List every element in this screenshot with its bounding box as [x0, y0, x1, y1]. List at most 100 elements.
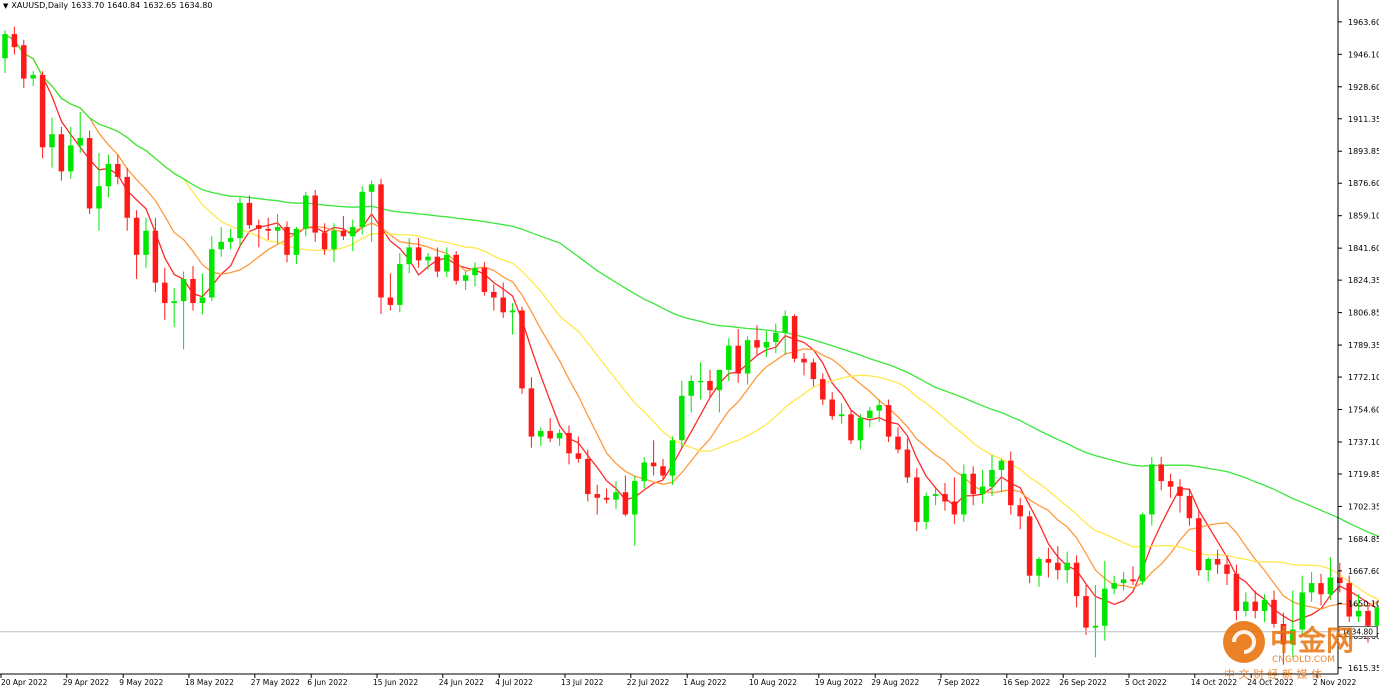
y-tick-label: 1737.10 [1348, 438, 1379, 447]
candle [2, 30, 8, 74]
candle-body [453, 254, 459, 281]
candle-body [237, 202, 243, 239]
candle [632, 475, 638, 547]
candle [613, 481, 619, 509]
collapse-triangle-icon[interactable]: ▼ [3, 1, 9, 10]
y-tick-label: 1841.60 [1348, 244, 1379, 253]
x-tick-label: 16 Sep 2022 [1003, 678, 1051, 687]
candle-body [77, 137, 83, 146]
candle-body [575, 453, 582, 459]
candle [801, 353, 807, 376]
candle-body [180, 278, 187, 302]
candle [1308, 571, 1315, 602]
candle-body [876, 405, 882, 411]
candle [425, 252, 431, 270]
y-tick-label: 1859.10 [1348, 212, 1379, 221]
candle [942, 482, 948, 511]
x-tick-label: 24 Oct 2022 [1247, 678, 1294, 687]
candle [848, 410, 854, 445]
candle [1261, 594, 1268, 623]
x-tick-label: 29 Aug 2022 [871, 678, 919, 687]
candle [782, 310, 788, 355]
candle [641, 456, 647, 489]
candle-body [519, 310, 525, 389]
candle-body [829, 399, 835, 417]
y-tick-label: 1928.60 [1348, 83, 1379, 92]
candle-body [932, 494, 939, 496]
candle-body [425, 256, 431, 261]
candle-body [1149, 464, 1155, 515]
candle [1026, 510, 1033, 584]
x-tick-label: 29 Apr 2022 [63, 678, 110, 687]
candle-body [124, 176, 130, 218]
watermark-slogan: 中 文 财 经 新 媒 体 [1224, 667, 1322, 681]
candle-body [96, 186, 102, 209]
candle [1120, 571, 1127, 591]
candle-body [1261, 599, 1268, 611]
candle-body [650, 462, 657, 467]
chart-title: ▼ XAUUSD,Daily 1633.70 1640.84 1632.65 1… [3, 1, 212, 10]
candle [509, 303, 516, 335]
candle [350, 219, 356, 252]
candle [979, 469, 986, 504]
x-tick-label: 14 Oct 2022 [1191, 678, 1238, 687]
candle [1045, 547, 1052, 578]
candle-body [58, 134, 65, 172]
candle-body [867, 410, 873, 419]
candle-body [707, 380, 713, 391]
y-tick-label: 1806.85 [1348, 309, 1379, 318]
candle [209, 236, 215, 302]
candle-body [632, 481, 638, 515]
candle-body [68, 145, 74, 172]
candle-body [1196, 518, 1202, 571]
y-tick-label: 1684.85 [1348, 535, 1379, 544]
y-tick-label: 1946.10 [1348, 50, 1379, 59]
candle-body [1290, 629, 1296, 645]
candle [143, 217, 149, 268]
candle [1139, 512, 1146, 585]
candle [237, 197, 243, 246]
candle [528, 377, 535, 448]
candle-body [162, 282, 168, 304]
candle [199, 273, 206, 315]
candle-body [2, 34, 8, 59]
candle [923, 492, 929, 530]
candle [726, 338, 732, 381]
candle [21, 39, 27, 88]
x-tick-label: 5 Oct 2022 [1125, 678, 1167, 687]
candle-body [1308, 583, 1315, 593]
candle [1092, 584, 1099, 658]
x-tick-label: 7 Sep 2022 [937, 678, 980, 687]
candle-body [274, 227, 281, 231]
candle-body [735, 345, 741, 374]
x-tick-label: 22 Jul 2022 [627, 678, 670, 687]
candle [1073, 555, 1080, 608]
candle-body [444, 254, 450, 272]
candle [547, 418, 553, 443]
candle-body [538, 431, 544, 437]
candle [359, 186, 365, 235]
candle-body [820, 379, 826, 400]
candle-body [509, 310, 516, 313]
candle-body [472, 267, 478, 276]
candle [39, 71, 46, 159]
x-tick-label: 4 Jul 2022 [495, 678, 533, 687]
y-tick-label: 1893.85 [1348, 147, 1379, 156]
x-tick-label: 20 Apr 2022 [1, 678, 48, 687]
candle-body [1026, 516, 1033, 576]
candle [472, 262, 478, 287]
candle [1299, 575, 1305, 636]
y-tick-label: 1876.60 [1348, 179, 1379, 188]
candle [1064, 551, 1070, 584]
candle-body [716, 369, 723, 391]
y-tick-label: 1963.60 [1348, 18, 1379, 27]
candle [1318, 573, 1324, 606]
candle-body [1045, 559, 1052, 563]
candle [152, 217, 159, 292]
ohlc-high: 1640.84 [107, 1, 141, 10]
candle [1327, 557, 1334, 600]
candle [303, 191, 309, 237]
y-tick-label: 1615.35 [1348, 664, 1379, 673]
candle [904, 438, 911, 483]
